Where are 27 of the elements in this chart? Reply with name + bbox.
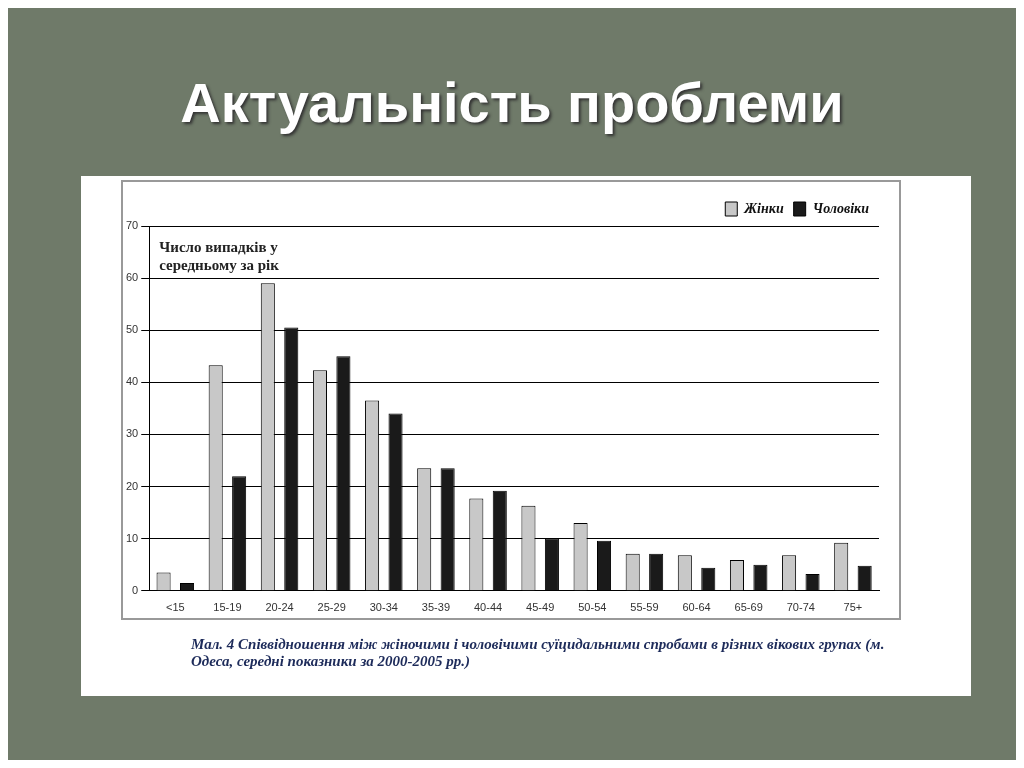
y-axis-title: Число випадків у середньому за рік xyxy=(159,238,280,273)
x-tick-label: 55-59 xyxy=(630,601,659,614)
x-tick-label: <15 xyxy=(165,601,185,614)
x-tick-label: 20-24 xyxy=(265,601,294,614)
legend-label: Жінки xyxy=(743,200,784,216)
x-tick-label: 60-64 xyxy=(682,601,711,614)
x-tick-label: 35-39 xyxy=(421,601,450,614)
x-tick-label: 75+ xyxy=(843,601,863,614)
x-tick-label: 45-49 xyxy=(526,601,555,614)
x-tick-label: 50-54 xyxy=(578,601,607,614)
y-tick-label: 30 xyxy=(125,427,139,440)
x-tick-label: 40-44 xyxy=(473,601,503,614)
x-tick-label: 30-34 xyxy=(369,601,398,614)
y-tick-label: 70 xyxy=(125,219,139,232)
y-tick-label: 20 xyxy=(125,479,139,492)
x-tick-label: 25-29 xyxy=(317,601,346,614)
x-tick-label: 15-19 xyxy=(213,601,242,614)
x-tick-label: 70-74 xyxy=(786,601,815,614)
chart-title: Актуальність проблеми xyxy=(179,70,845,134)
text: Мал. 4 Співвідношення між жіночими і чоловічими суїцидальними спробами в різних вікових групах (м. Одеса, середні показники за 2000-2005 рр.) xyxy=(191,636,886,670)
y-tick-label: 50 xyxy=(125,323,139,336)
y-tick-label: 10 xyxy=(125,531,139,544)
legend-label: Чоловіки xyxy=(812,200,870,216)
x-tick-label: 65-69 xyxy=(734,601,763,614)
y-tick-label: 40 xyxy=(125,375,139,388)
y-tick-label: 60 xyxy=(125,271,139,284)
y-tick-label: 0 xyxy=(132,583,139,596)
